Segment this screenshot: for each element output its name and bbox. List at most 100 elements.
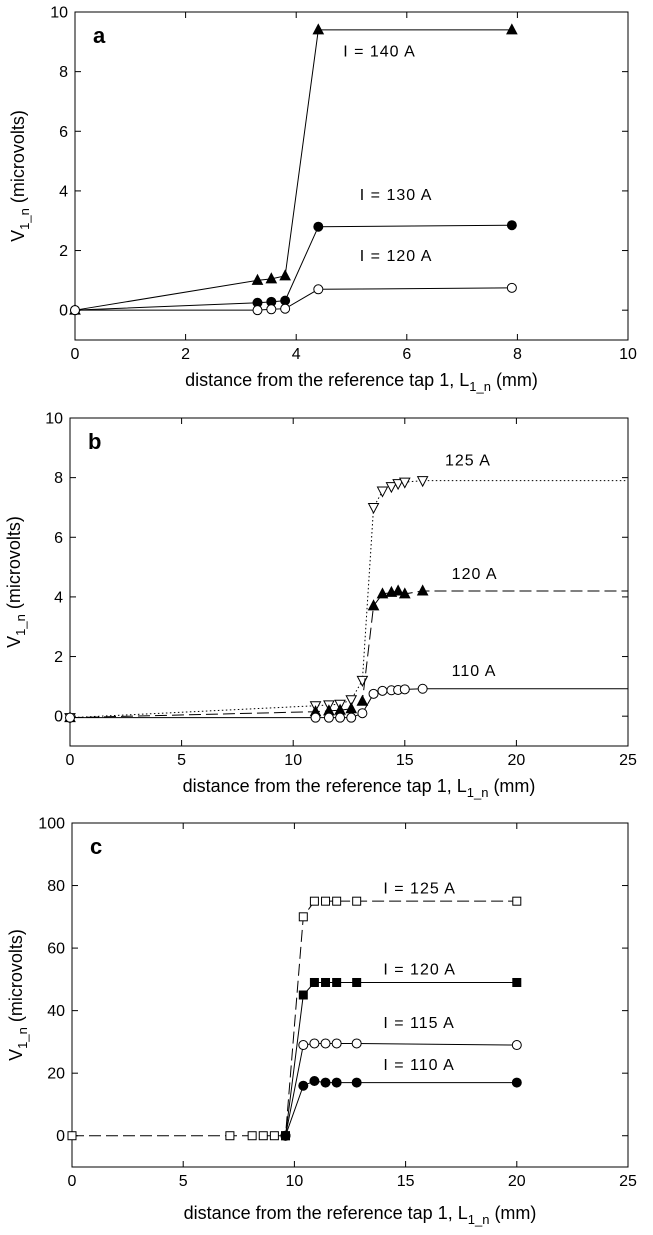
x-tick-label: 0 [71,346,80,363]
data-point-square-marker [332,977,342,987]
series-group: I = 130 A [70,187,517,316]
data-point-square-marker [67,1131,77,1141]
data-point-circle-marker [280,303,291,314]
data-point-triangle-down-marker [385,482,398,494]
data-point-square-marker [269,1131,279,1141]
plot-frame [69,417,629,747]
y-tick-label: 40 [47,1003,65,1020]
data-point-circle-marker [511,1077,522,1088]
series-label: I = 120 A [360,248,433,265]
data-point-circle-marker [70,305,80,316]
x-tick-label: 10 [284,752,302,769]
y-axis-label: V1_n (microvolts) [4,516,28,648]
x-tick-label: 0 [66,752,75,769]
data-point-circle-marker [266,304,277,315]
series-label: 110 A [452,663,497,680]
plot-frame [71,822,629,1168]
data-point-circle-marker [506,282,517,293]
y-tick-label: 6 [59,124,68,141]
data-point-triangle-up-marker [265,272,278,284]
x-tick-label: 15 [397,1173,415,1190]
y-tick-label: 60 [47,941,65,958]
chart-panel-a: 0 2 4 6 8 10 0 2 4 6 8 10 distance from the referenc… [8,5,637,395]
series-group: I = 140 A [69,23,518,315]
data-point-circle-marker [377,685,388,696]
data-point-circle-marker [511,1040,522,1051]
y-tick-label: 20 [47,1066,65,1083]
series-line [74,224,512,311]
y-axis-label: V1_n (microvolts) [8,110,32,242]
data-point-square-marker [309,896,319,906]
x-tick-label: 5 [177,752,186,769]
data-point-circle-marker [506,220,517,231]
series-label: I = 140 A [343,44,416,61]
data-point-triangle-up-marker [398,587,411,599]
y-tick-label: 8 [59,64,68,81]
data-point-triangle-down-marker [367,502,380,515]
x-tick-label: 20 [508,752,526,769]
series-line [74,29,512,311]
x-tick-label: 10 [286,1173,304,1190]
data-point-square-marker [512,896,522,906]
data-point-triangle-down-marker [392,479,404,491]
data-point-circle-marker [298,1080,309,1091]
data-point-square-marker [298,990,308,1000]
data-point-circle-marker [346,712,357,723]
panel-letter-label: b [88,429,101,454]
data-point-triangle-up-marker [416,584,429,596]
data-point-triangle-down-marker [356,675,369,687]
series-group: 125 A [64,453,628,725]
x-axis-label: distance from the reference tap 1, L1_n … [185,370,538,394]
data-point-circle-marker [357,708,368,719]
data-point-triangle-up-marker [392,584,404,596]
series-line [69,480,628,719]
data-point-square-marker [298,912,308,922]
data-point-circle-marker [309,1076,320,1086]
y-tick-label: 100 [38,816,65,833]
x-tick-label: 4 [292,346,301,363]
data-point-square-marker [352,977,362,987]
data-point-triangle-up-marker [356,694,369,706]
data-point-triangle-up-marker [345,702,358,714]
data-point-triangle-down-marker [398,477,411,489]
data-point-circle-marker [399,684,410,695]
y-tick-label: 0 [56,1128,65,1145]
data-point-circle-marker [298,1040,309,1051]
y-tick-label: 80 [47,878,65,895]
y-tick-label: 0 [54,709,63,726]
y-axis-label: V1_n (microvolts) [6,929,30,1061]
data-point-circle-marker [351,1038,362,1049]
data-point-circle-marker [252,305,263,316]
x-tick-label: 2 [181,346,190,363]
series-label: I = 115 A [383,1015,454,1032]
x-tick-label: 10 [619,346,637,363]
data-point-square-marker [332,896,342,906]
x-tick-label: 25 [619,752,637,769]
data-point-circle-marker [368,688,379,699]
x-tick-label: 0 [68,1173,77,1190]
data-point-circle-marker [320,1038,331,1049]
data-point-circle-marker [65,712,75,723]
chart-panel-c: 0 5 10 15 20 25 0 20 40 60 80 100 distance from the … [6,816,637,1228]
data-point-circle-marker [417,683,428,694]
series-label: I = 130 A [360,187,433,204]
data-point-square-marker [309,977,319,987]
data-point-square-marker [352,896,362,906]
data-point-circle-marker [320,1077,331,1088]
chart-panel-b: 0 5 10 15 20 25 0 2 4 6 8 10 distance from the refer… [4,411,637,801]
y-tick-label: 2 [54,649,63,666]
y-tick-label: 0 [59,303,68,320]
series-group: I = 120 A [281,962,522,1141]
x-tick-label: 8 [513,346,522,363]
series-group: 120 A [64,566,628,723]
data-point-square-marker [321,977,331,987]
data-point-circle-marker [310,712,321,723]
y-tick-label: 6 [54,530,63,547]
data-point-circle-marker [335,712,346,723]
series-label: I = 110 A [383,1057,454,1074]
data-point-square-marker [321,896,331,906]
data-point-square-marker [225,1131,235,1141]
x-tick-label: 20 [508,1173,526,1190]
x-axis-label: distance from the reference tap 1, L1_n … [183,776,536,800]
